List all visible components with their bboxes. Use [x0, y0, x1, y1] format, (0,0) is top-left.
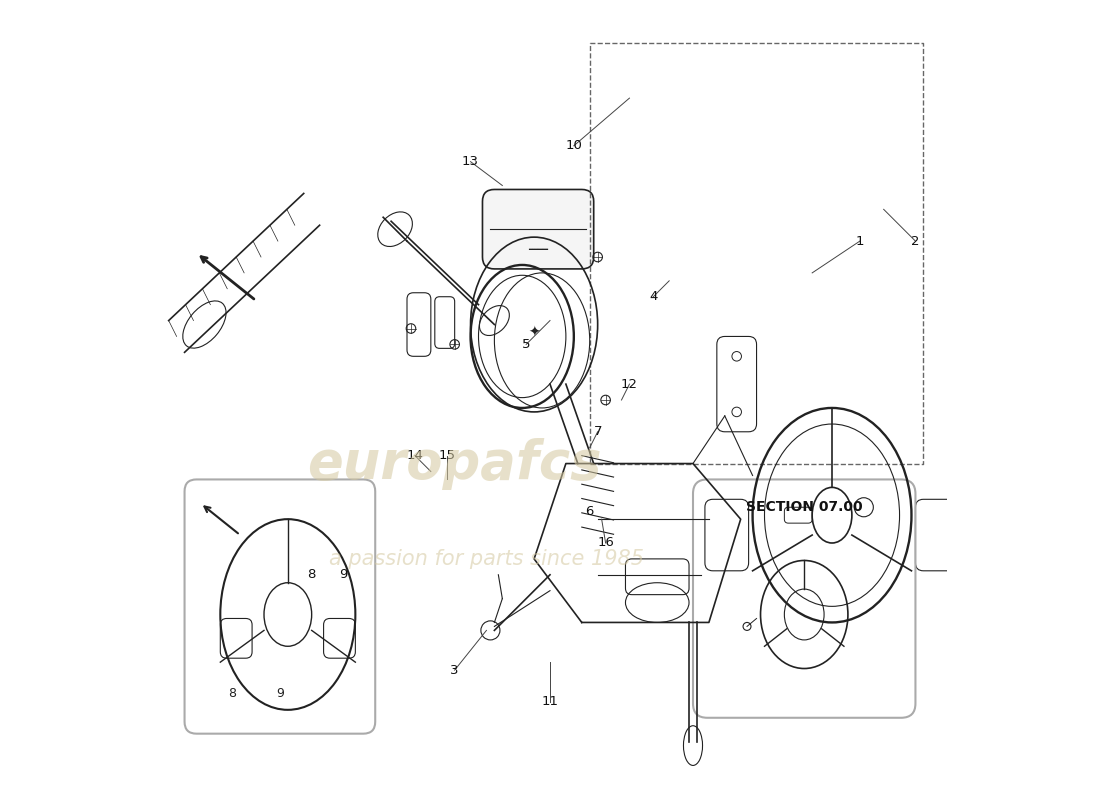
Text: europafcs: europafcs [307, 438, 602, 490]
Text: 9: 9 [339, 568, 348, 582]
Text: 1: 1 [856, 234, 865, 248]
Text: SECTION 07.00: SECTION 07.00 [746, 500, 862, 514]
Text: 13: 13 [462, 155, 480, 168]
Text: ✦: ✦ [528, 326, 540, 339]
Text: 11: 11 [541, 695, 559, 708]
Polygon shape [535, 463, 740, 622]
Text: 10: 10 [565, 139, 582, 152]
Text: 7: 7 [593, 426, 602, 438]
Text: ━━━━: ━━━━ [528, 245, 548, 254]
Text: 12: 12 [620, 378, 638, 390]
Text: 16: 16 [597, 537, 614, 550]
Text: 5: 5 [521, 338, 530, 351]
Text: 8: 8 [228, 687, 236, 701]
Text: 6: 6 [585, 505, 594, 518]
Text: 2: 2 [911, 234, 920, 248]
Text: 3: 3 [450, 664, 459, 677]
Text: 9: 9 [276, 687, 284, 701]
Text: 8: 8 [308, 568, 316, 582]
Text: 14: 14 [407, 449, 424, 462]
Text: a passion for parts since 1985: a passion for parts since 1985 [329, 549, 644, 569]
Text: 4: 4 [649, 290, 658, 303]
FancyBboxPatch shape [483, 190, 594, 269]
Text: 15: 15 [438, 449, 455, 462]
